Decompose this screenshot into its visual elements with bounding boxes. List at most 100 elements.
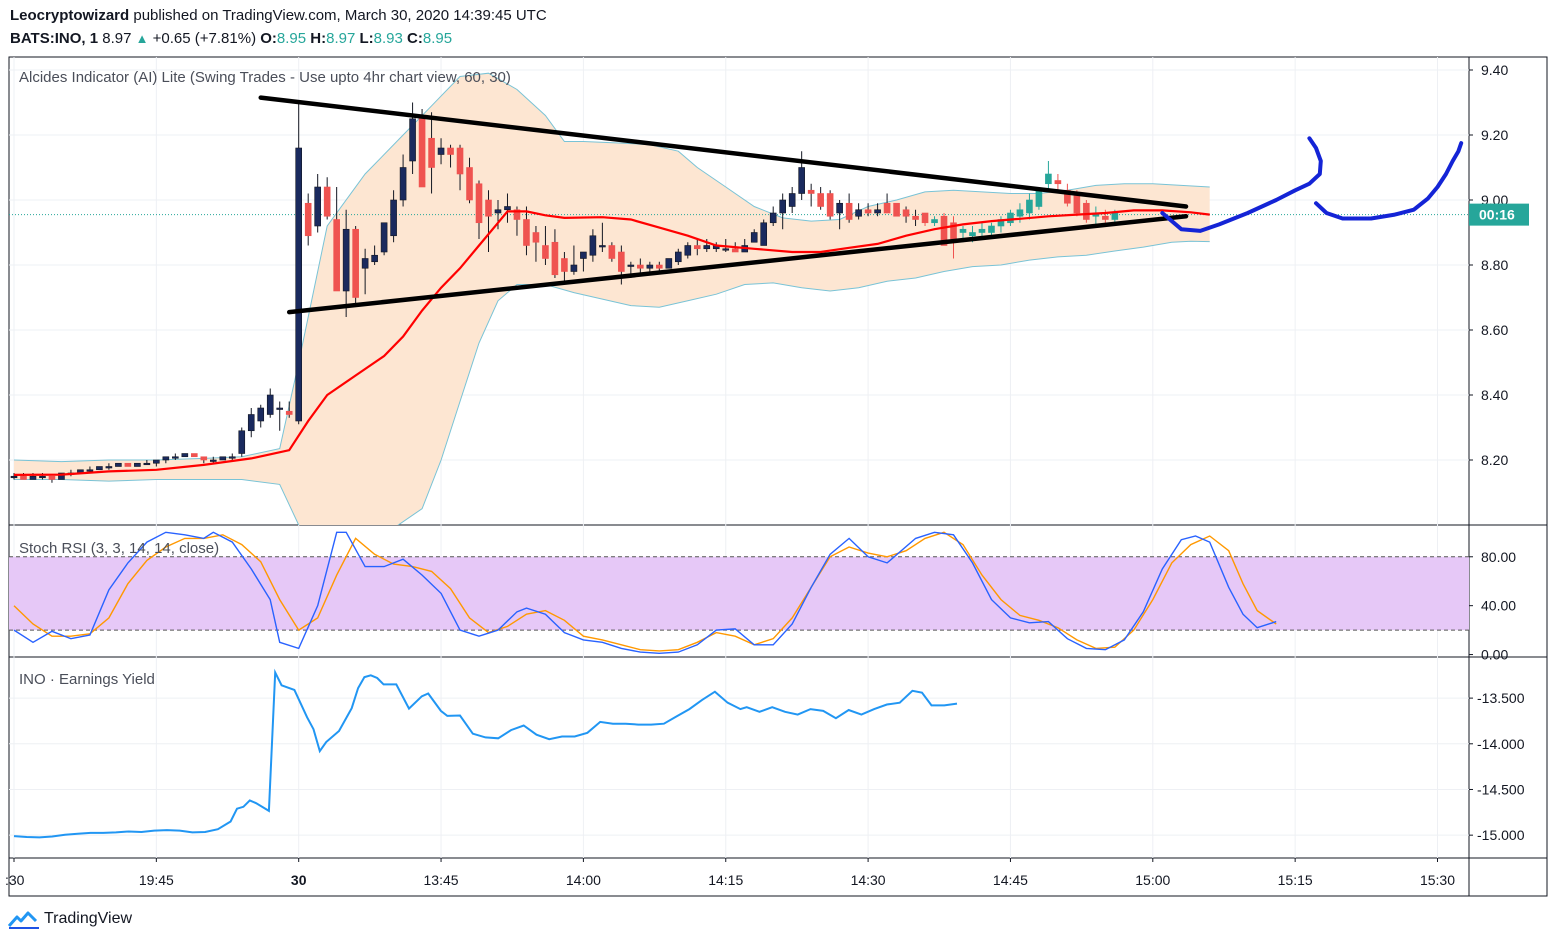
candle[interactable] xyxy=(599,222,606,252)
candle[interactable] xyxy=(665,258,673,269)
price-pane[interactable] xyxy=(9,69,1469,538)
candle[interactable] xyxy=(807,183,815,207)
candle[interactable] xyxy=(162,456,170,464)
candle[interactable] xyxy=(96,466,103,471)
candle[interactable] xyxy=(124,462,132,467)
candle[interactable] xyxy=(437,138,445,165)
candle[interactable] xyxy=(532,226,540,262)
candle[interactable] xyxy=(902,206,910,223)
candle[interactable] xyxy=(646,261,654,272)
candle[interactable] xyxy=(523,206,530,256)
candle[interactable] xyxy=(1064,183,1071,207)
candle[interactable] xyxy=(580,251,587,272)
candle-body xyxy=(959,228,967,233)
candle[interactable] xyxy=(674,248,682,265)
candle[interactable] xyxy=(826,190,834,220)
candle[interactable] xyxy=(371,245,378,266)
candle[interactable] xyxy=(817,187,824,210)
candle[interactable] xyxy=(504,193,511,223)
candle[interactable] xyxy=(798,151,805,200)
trendline[interactable] xyxy=(286,214,1189,315)
candle[interactable] xyxy=(333,187,340,292)
candle[interactable] xyxy=(475,180,483,240)
candle[interactable] xyxy=(276,401,284,431)
candle[interactable] xyxy=(684,242,692,259)
candle[interactable] xyxy=(143,460,151,466)
candle[interactable] xyxy=(589,229,597,262)
candle[interactable] xyxy=(608,242,616,262)
candle[interactable] xyxy=(428,112,435,194)
candle[interactable] xyxy=(637,258,644,275)
trendline[interactable] xyxy=(258,95,1189,209)
candle[interactable] xyxy=(845,193,853,223)
candle[interactable] xyxy=(855,203,862,220)
candle[interactable] xyxy=(219,456,227,461)
hand-drawn-curve[interactable] xyxy=(1160,136,1323,233)
candle[interactable] xyxy=(342,209,350,317)
candle[interactable] xyxy=(864,203,872,217)
candle[interactable] xyxy=(295,102,303,425)
candle[interactable] xyxy=(115,462,122,467)
candle[interactable] xyxy=(361,248,369,295)
candle[interactable] xyxy=(399,154,407,207)
candle[interactable] xyxy=(266,388,274,418)
candle[interactable] xyxy=(238,427,246,457)
candle[interactable] xyxy=(191,453,198,458)
candle[interactable] xyxy=(466,157,473,204)
candle[interactable] xyxy=(48,475,56,483)
candle[interactable] xyxy=(769,206,777,227)
band-lower-line xyxy=(14,240,1210,525)
candle[interactable] xyxy=(1026,193,1033,220)
candle[interactable] xyxy=(1083,200,1090,223)
candle[interactable] xyxy=(323,177,331,220)
candle[interactable] xyxy=(1045,161,1052,191)
candle[interactable] xyxy=(352,226,359,304)
candle[interactable] xyxy=(304,193,312,246)
candle[interactable] xyxy=(551,229,559,278)
candle[interactable] xyxy=(257,404,265,428)
candle[interactable] xyxy=(314,174,321,233)
candle[interactable] xyxy=(912,209,919,226)
candle[interactable] xyxy=(921,212,929,226)
candle[interactable] xyxy=(390,190,397,243)
candle[interactable] xyxy=(893,202,900,217)
candle[interactable] xyxy=(228,453,236,461)
candle[interactable] xyxy=(181,453,189,458)
candle[interactable] xyxy=(542,226,549,265)
candle[interactable] xyxy=(456,144,464,191)
candle[interactable] xyxy=(485,190,492,252)
earnings-yield-pane[interactable] xyxy=(9,668,1469,839)
candle[interactable] xyxy=(788,187,796,213)
candle[interactable] xyxy=(874,203,881,217)
candle[interactable] xyxy=(988,222,995,236)
candle[interactable] xyxy=(247,408,255,438)
candle[interactable] xyxy=(380,222,388,256)
candle[interactable] xyxy=(760,219,768,246)
candle[interactable] xyxy=(200,456,208,464)
candle[interactable] xyxy=(134,462,141,467)
candle[interactable] xyxy=(285,401,293,418)
candle[interactable] xyxy=(418,109,426,188)
candle[interactable] xyxy=(209,456,217,464)
candle[interactable] xyxy=(570,245,578,275)
candle[interactable] xyxy=(883,193,891,214)
candle-body xyxy=(940,215,948,246)
candle[interactable] xyxy=(1007,209,1014,226)
candle[interactable] xyxy=(105,463,113,470)
candle[interactable] xyxy=(779,193,786,230)
candle[interactable] xyxy=(931,216,938,226)
candle[interactable] xyxy=(656,261,663,272)
candle[interactable] xyxy=(447,144,454,168)
candle-body xyxy=(836,202,843,214)
candle[interactable] xyxy=(561,252,568,282)
candle[interactable] xyxy=(153,459,160,467)
candle[interactable] xyxy=(693,239,701,256)
hand-drawn-curve[interactable] xyxy=(1314,141,1464,221)
tradingview-brand[interactable]: TradingView xyxy=(8,909,132,929)
candle[interactable] xyxy=(172,453,179,461)
stoch-rsi-pane[interactable] xyxy=(9,531,1469,655)
candle[interactable] xyxy=(750,229,758,243)
author-name[interactable]: Leocryptowizard xyxy=(10,7,130,24)
candle[interactable] xyxy=(836,200,843,230)
